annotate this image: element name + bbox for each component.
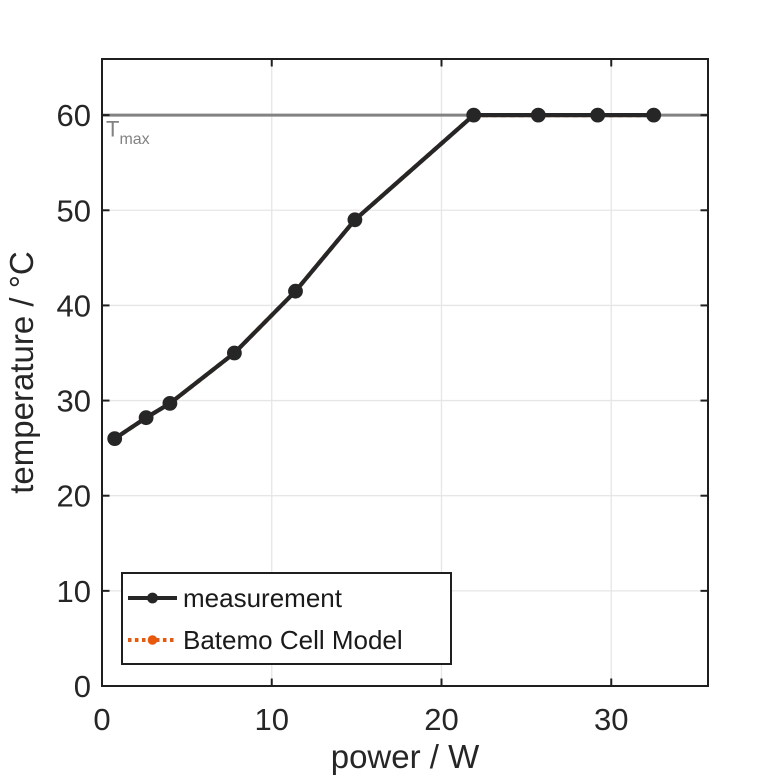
series-measurement	[107, 107, 662, 446]
legend-sample-marker	[147, 592, 158, 604]
data-point	[347, 212, 363, 228]
y-tick-label: 10	[57, 574, 91, 609]
data-point	[590, 107, 606, 123]
x-tick-label: 30	[594, 702, 628, 737]
legend: measurement Batemo Cell Model	[121, 572, 452, 665]
y-axis-label: temperature / °C	[3, 251, 40, 493]
x-tick-label: 0	[93, 702, 110, 737]
y-tick-label: 20	[57, 479, 91, 514]
series-line	[112, 113, 656, 441]
x-tick-label: 20	[424, 702, 458, 737]
tick-marks	[102, 59, 708, 686]
legend-sample-marker	[147, 635, 158, 645]
data-point	[288, 283, 303, 299]
tmax-label-subscript: max	[119, 131, 149, 148]
axes-box	[101, 58, 709, 687]
y-tick-label: 40	[57, 288, 91, 323]
y-tick-label: 50	[57, 193, 91, 228]
series-batemo-cell-model	[109, 109, 660, 445]
y-tick-label: 30	[57, 384, 91, 419]
x-tick-label: 10	[255, 702, 289, 737]
data-point	[162, 396, 178, 411]
x-axis-label: power / W	[331, 738, 480, 775]
y-tick-label: 0	[74, 669, 91, 704]
data-point	[466, 107, 482, 123]
legend-label: measurement	[183, 583, 343, 613]
series-line	[112, 113, 656, 441]
legend-box	[121, 572, 452, 665]
data-point	[107, 431, 123, 446]
legend-label: Batemo Cell Model	[183, 625, 403, 655]
data-point	[530, 107, 546, 123]
y-tick-label: 60	[57, 98, 91, 133]
data-point	[646, 107, 662, 123]
data-point	[227, 345, 242, 361]
tmax-label: Tmax	[106, 117, 150, 149]
data-point	[138, 410, 154, 426]
